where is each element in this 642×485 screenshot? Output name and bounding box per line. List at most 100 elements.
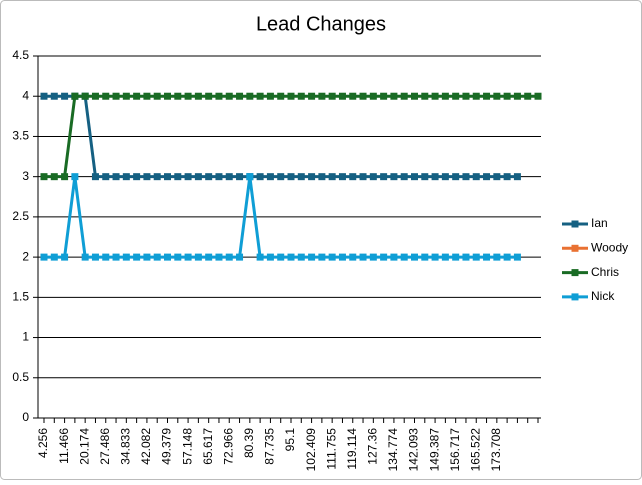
point-marker: [50, 253, 58, 261]
point-marker: [441, 92, 449, 100]
point-marker: [462, 92, 470, 100]
x-tick-label: 11.466: [57, 428, 71, 464]
x-tick-label: 102.409: [304, 428, 318, 472]
point-marker: [266, 253, 274, 261]
point-marker: [81, 253, 89, 261]
y-tick-label: 4: [22, 88, 29, 102]
point-marker: [493, 173, 501, 181]
point-marker: [400, 173, 408, 181]
point-marker: [287, 92, 295, 100]
point-marker: [225, 92, 233, 100]
point-marker: [328, 92, 336, 100]
point-marker: [483, 92, 491, 100]
point-marker: [143, 173, 151, 181]
point-marker: [452, 92, 460, 100]
point-marker: [61, 173, 69, 181]
point-marker: [390, 173, 398, 181]
point-marker: [431, 253, 439, 261]
y-tick-label: 2.5: [12, 209, 29, 223]
x-tick-label: 27.486: [98, 428, 112, 465]
point-marker: [390, 92, 398, 100]
point-marker: [380, 253, 388, 261]
point-marker: [483, 173, 491, 181]
point-marker: [328, 173, 336, 181]
point-marker: [174, 92, 182, 100]
y-tick-label: 0: [22, 410, 29, 424]
point-marker: [369, 92, 377, 100]
point-marker: [472, 253, 480, 261]
point-marker: [308, 253, 316, 261]
point-marker: [513, 253, 521, 261]
x-tick-label: 49.379: [160, 428, 174, 465]
point-marker: [277, 173, 285, 181]
point-marker: [349, 253, 357, 261]
point-marker: [503, 173, 511, 181]
x-tick-label: 134.774: [386, 428, 400, 472]
point-marker: [472, 92, 480, 100]
point-marker: [133, 253, 141, 261]
point-marker: [184, 253, 192, 261]
point-marker: [472, 173, 480, 181]
point-marker: [194, 253, 202, 261]
point-marker: [256, 92, 264, 100]
point-marker: [102, 253, 110, 261]
point-marker: [205, 253, 213, 261]
point-marker: [174, 173, 182, 181]
point-marker: [174, 253, 182, 261]
point-marker: [184, 173, 192, 181]
y-tick-label: 3: [22, 169, 29, 183]
point-marker: [164, 253, 171, 261]
point-marker: [277, 253, 285, 261]
point-marker: [266, 92, 274, 100]
point-marker: [40, 253, 48, 261]
point-marker: [40, 173, 48, 181]
point-marker: [194, 173, 202, 181]
legend-label: Chris: [591, 265, 619, 279]
point-marker: [421, 92, 429, 100]
y-tick-label: 1.5: [12, 290, 29, 304]
point-marker: [308, 173, 316, 181]
point-marker: [184, 92, 192, 100]
point-marker: [143, 253, 151, 261]
point-marker: [246, 92, 254, 100]
point-marker: [359, 253, 367, 261]
point-marker: [483, 253, 491, 261]
point-marker: [50, 92, 58, 100]
x-tick-label: 111.755: [324, 428, 338, 470]
y-tick-label: 1: [22, 330, 29, 344]
legend-label: Nick: [591, 289, 615, 303]
point-marker: [462, 253, 470, 261]
point-marker: [256, 253, 264, 261]
y-tick-label: 4.5: [12, 48, 29, 62]
point-marker: [328, 253, 336, 261]
point-marker: [194, 92, 202, 100]
point-marker: [338, 173, 346, 181]
legend-label: Woody: [591, 240, 628, 254]
x-tick-label: 173.708: [489, 428, 503, 472]
point-marker: [297, 253, 305, 261]
point-marker: [318, 173, 326, 181]
point-marker: [513, 173, 521, 181]
point-marker: [452, 173, 460, 181]
point-marker: [441, 173, 449, 181]
point-marker: [50, 173, 58, 181]
legend-marker: [571, 293, 579, 301]
point-marker: [40, 92, 48, 100]
point-marker: [153, 253, 161, 261]
x-tick-label: 95.1: [283, 428, 297, 452]
point-marker: [452, 253, 460, 261]
point-marker: [411, 173, 418, 181]
point-marker: [61, 253, 69, 261]
point-marker: [441, 253, 449, 261]
point-marker: [215, 253, 223, 261]
point-marker: [102, 92, 110, 100]
point-marker: [411, 92, 418, 100]
point-marker: [369, 173, 377, 181]
x-tick-label: 165.522: [468, 428, 482, 472]
point-marker: [153, 92, 161, 100]
point-marker: [256, 173, 264, 181]
point-marker: [524, 92, 532, 100]
point-marker: [349, 92, 357, 100]
x-tick-label: 119.114: [345, 428, 359, 470]
point-marker: [534, 92, 542, 100]
